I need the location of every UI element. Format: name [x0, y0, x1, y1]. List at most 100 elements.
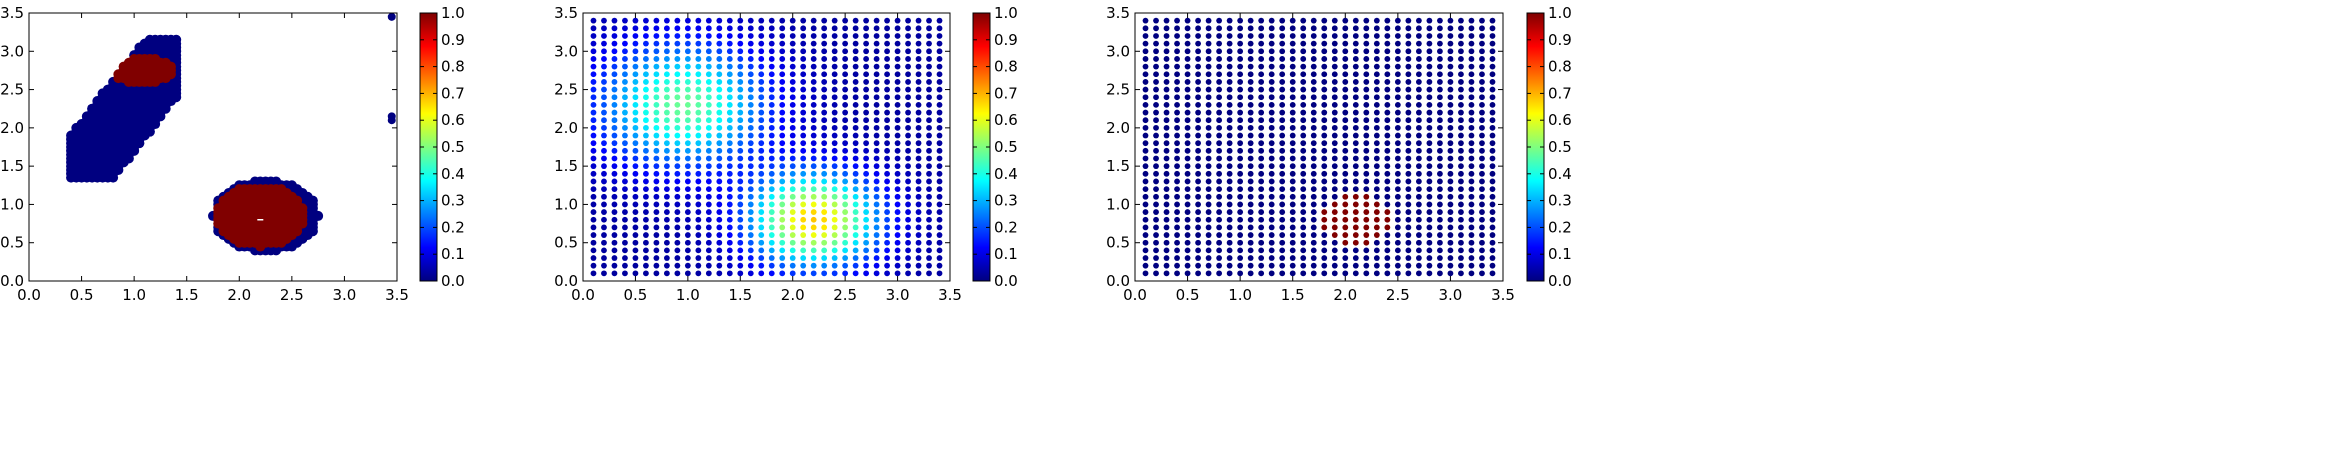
data-point	[852, 262, 859, 269]
data-point	[810, 71, 817, 78]
data-point	[1447, 132, 1454, 139]
data-point	[1468, 170, 1475, 177]
data-point	[1384, 239, 1391, 246]
data-point	[1258, 48, 1265, 55]
data-point	[1174, 109, 1180, 116]
data-point	[768, 255, 775, 261]
data-point	[1237, 163, 1244, 170]
data-point	[1426, 170, 1433, 177]
data-point	[1174, 94, 1180, 101]
data-point	[601, 132, 607, 139]
data-point	[726, 56, 733, 62]
data-point	[684, 186, 691, 193]
data-point	[800, 40, 807, 47]
data-point	[1458, 232, 1464, 238]
data-point	[1405, 40, 1412, 47]
data-point	[1216, 147, 1223, 154]
y-tick-label: 3.5	[0, 4, 24, 22]
data-point	[1310, 56, 1317, 62]
data-point	[1226, 94, 1233, 101]
data-point	[821, 262, 828, 269]
data-point	[1415, 209, 1422, 215]
data-point	[768, 48, 775, 55]
data-point	[1352, 163, 1359, 170]
data-point	[810, 209, 817, 215]
data-point	[716, 262, 723, 269]
data-point	[1195, 262, 1201, 269]
data-point	[1331, 140, 1338, 147]
data-point	[1195, 40, 1201, 47]
data-point	[873, 71, 880, 78]
data-point	[1216, 163, 1223, 170]
data-point	[1468, 224, 1475, 231]
data-point	[674, 63, 681, 70]
data-point	[590, 155, 597, 162]
data-point	[643, 101, 649, 108]
data-point	[1331, 247, 1338, 254]
data-point	[716, 17, 723, 24]
data-point	[1437, 86, 1443, 93]
data-point	[1216, 63, 1223, 70]
data-point	[789, 79, 796, 85]
data-point	[601, 224, 607, 231]
data-point	[905, 155, 911, 162]
data-point	[611, 94, 618, 101]
data-point	[768, 25, 775, 32]
data-point	[1437, 17, 1443, 24]
data-point	[779, 270, 786, 277]
data-point	[1458, 101, 1464, 108]
data-point	[1310, 224, 1317, 231]
data-point	[1310, 33, 1317, 39]
data-point	[737, 163, 744, 170]
data-point	[1405, 224, 1412, 231]
data-point	[1373, 239, 1380, 246]
data-point	[663, 109, 670, 116]
data-point	[936, 140, 943, 147]
data-point	[1437, 40, 1443, 47]
data-point	[611, 147, 618, 154]
data-point	[831, 94, 838, 101]
data-point	[884, 247, 890, 254]
data-point	[1373, 193, 1380, 200]
data-point	[1163, 101, 1170, 108]
data-point	[1405, 109, 1412, 116]
data-point	[768, 178, 775, 185]
data-point	[1479, 117, 1485, 124]
data-point	[611, 178, 618, 185]
colorbar-tick-label: 0.5	[994, 138, 1018, 156]
data-point	[905, 33, 911, 39]
data-point	[1342, 109, 1349, 116]
data-point	[768, 247, 775, 254]
data-point	[758, 170, 765, 177]
data-point	[737, 255, 744, 261]
data-point	[737, 71, 744, 78]
data-point	[1279, 132, 1286, 139]
y-tick-label: 0.5	[1106, 234, 1130, 252]
data-point	[737, 193, 744, 200]
data-point	[821, 94, 828, 101]
data-point	[590, 101, 597, 108]
data-point	[726, 40, 733, 47]
data-point	[663, 86, 670, 93]
data-point	[1174, 186, 1180, 193]
data-point	[1226, 56, 1233, 62]
data-point	[726, 224, 733, 231]
data-point	[1342, 117, 1349, 124]
data-point	[873, 63, 880, 70]
data-point	[1384, 186, 1391, 193]
colorbar-tick-label: 0.0	[441, 272, 465, 290]
data-point	[1321, 270, 1328, 277]
data-point	[1437, 262, 1443, 269]
data-point	[747, 216, 754, 223]
data-point	[894, 140, 901, 147]
data-point	[1184, 209, 1191, 215]
data-point	[1268, 201, 1275, 208]
data-point	[831, 201, 838, 208]
data-point	[1247, 132, 1254, 139]
data-point	[1300, 255, 1307, 261]
data-point	[810, 239, 817, 246]
data-point	[1426, 48, 1433, 55]
data-point	[663, 63, 670, 70]
data-point	[1310, 132, 1317, 139]
data-point	[747, 25, 754, 32]
